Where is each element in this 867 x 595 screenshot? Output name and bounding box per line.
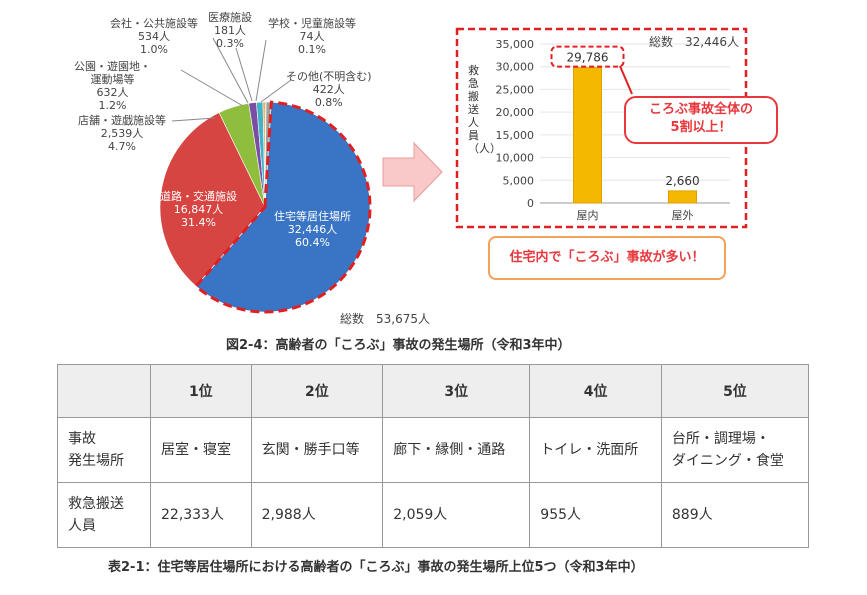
bar-y-tick-label: 25,000 xyxy=(496,83,535,96)
pie-label-store: 店舗・遊戯施設等 2,539人 4.7% xyxy=(78,114,166,153)
pie-total-label: 総数 53,675人 xyxy=(340,312,430,326)
table-cell: 955人 xyxy=(529,482,662,548)
bar-total-label: 総数 32,446人 xyxy=(649,35,739,49)
bar-category-label: 屋内 xyxy=(577,208,599,222)
note-box: 住宅内で「ころぶ」事故が多い！ xyxy=(488,236,726,280)
pie-slice-1 xyxy=(159,112,266,287)
pie-label-other: その他(不明含む) 422人 0.8% xyxy=(286,70,372,109)
bar-0 xyxy=(573,67,602,204)
pie-label-road: 道路・交通施設 16,847人 31.4% xyxy=(160,190,237,229)
bar-y-tick-label: 35,000 xyxy=(496,38,535,51)
bar-category-label: 屋外 xyxy=(672,209,694,222)
bar-value-label: 2,660 xyxy=(665,174,699,188)
arrow-icon xyxy=(382,141,443,203)
table-cell: 玄関・勝手口等 xyxy=(250,417,384,483)
table-cell: 廊下・縁側・通路 xyxy=(382,417,531,483)
table-caption: 表2-1：住宅等居住場所における高齢者の「ころぶ」事故の発生場所上位5つ（令和3… xyxy=(108,560,644,575)
bar-y-tick-label: 30,000 xyxy=(496,61,535,74)
figure-caption: 図2-4：高齢者の「ころぶ」事故の発生場所（令和3年中） xyxy=(226,338,571,353)
callout-pointer xyxy=(619,65,633,95)
callout-bubble: ころぶ事故全体の 5割以上！ xyxy=(624,96,778,144)
pie-highlight-outline xyxy=(193,100,372,314)
table-header-row: 1位 2位 3位 4位 5位 xyxy=(57,364,810,418)
pie-label-medical: 医療施設 181人 0.3% xyxy=(208,11,252,50)
bar-value-label: 29,786 xyxy=(567,51,609,65)
pie-label-company: 会社・公共施設等 534人 1.0% xyxy=(110,17,198,56)
table-header-cell xyxy=(57,364,151,418)
table-row: 救急搬送 人員 22,333人 2,988人 2,059人 955人 889人 xyxy=(57,482,810,548)
table-cell: 889人 xyxy=(660,482,810,548)
table-header-cell: 2位 xyxy=(250,364,384,418)
table-cell: 2,059人 xyxy=(382,482,531,548)
table-header-cell: 5位 xyxy=(660,364,810,418)
table-row: 事故 発生場所 居室・寝室 玄関・勝手口等 廊下・縁側・通路 トイレ・洗面所 台… xyxy=(57,417,810,483)
table-cell: 居室・寝室 xyxy=(150,417,252,483)
bar-marks: 屋内 29,786 屋外 2,660 xyxy=(550,45,700,222)
bar-y-tick-label: 20,000 xyxy=(496,106,535,119)
table-cell: トイレ・洗面所 xyxy=(529,417,662,483)
ranking-table: 1位 2位 3位 4位 5位 事故 発生場所 居室・寝室 玄関・勝手口等 廊下・… xyxy=(57,364,810,548)
bar-y-axis-label: 救急搬送人員（人） xyxy=(468,64,501,155)
bar-y-tick-label: 5,000 xyxy=(503,174,535,187)
row-label-transport: 救急搬送 人員 xyxy=(57,482,151,548)
pie-label-park: 公園・遊園地・ 運動場等 632人 1.2% xyxy=(74,60,151,112)
table-header-cell: 4位 xyxy=(529,364,662,418)
bar-y-tick-label: 10,000 xyxy=(496,152,535,165)
leader-lines xyxy=(171,37,292,122)
bar-value-highlight xyxy=(550,45,625,68)
table-header-cell: 3位 xyxy=(382,364,531,418)
bar-y-tick-label: 0 xyxy=(527,197,534,210)
table-cell: 22,333人 xyxy=(150,482,252,548)
row-label-location: 事故 発生場所 xyxy=(57,417,151,483)
table-cell: 2,988人 xyxy=(250,482,384,548)
pie-label-home: 住宅等居住場所 32,446人 60.4% xyxy=(274,210,351,249)
bar-1 xyxy=(668,190,697,204)
pie-slices xyxy=(159,101,371,313)
table-cell: 台所・調理場・ ダイニング・食堂 xyxy=(660,417,810,483)
bar-y-tick-label: 15,000 xyxy=(496,129,535,142)
table-header-cell: 1位 xyxy=(150,364,252,418)
pie-label-school: 学校・児童施設等 74人 0.1% xyxy=(268,17,356,56)
